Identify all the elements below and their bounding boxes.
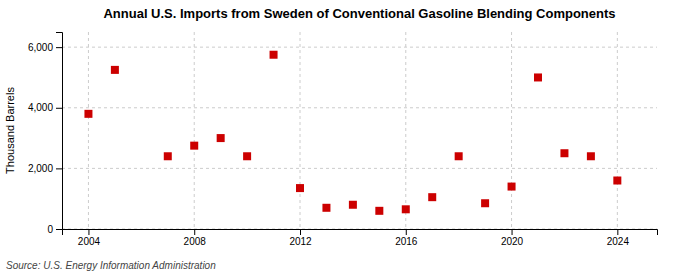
point — [190, 142, 198, 150]
tick: 2012 — [289, 229, 312, 247]
point — [164, 152, 172, 160]
point — [428, 193, 436, 201]
x-axis: 2004 2008 2012 2016 2020 2024 — [63, 229, 658, 247]
title: Annual U.S. Imports from Sweden of Conve… — [103, 6, 615, 21]
tick-mark — [406, 229, 407, 235]
axis-line — [63, 230, 658, 236]
tick: 0 — [47, 224, 62, 235]
tick-label: 2020 — [501, 236, 524, 247]
tick: 4,000 — [28, 102, 62, 113]
point — [349, 201, 357, 209]
grid-line — [405, 32, 406, 229]
tick-mark — [300, 229, 301, 235]
grid-line — [194, 32, 195, 229]
axis-line — [56, 33, 63, 230]
tick-label: 2,000 — [28, 163, 53, 174]
tick-label: 2012 — [289, 236, 312, 247]
tick-label: 4,000 — [28, 102, 53, 113]
grid-line — [617, 32, 618, 229]
tick-label: 2008 — [184, 236, 207, 247]
y-axis-title: Thousand Barrels — [4, 87, 16, 174]
point — [270, 51, 278, 59]
tick-mark — [512, 229, 513, 235]
tick-mark — [56, 47, 62, 48]
point — [560, 149, 568, 157]
tick-label: 6,000 — [28, 42, 53, 53]
grid-line — [511, 32, 512, 229]
tick: 2008 — [184, 229, 207, 247]
point — [243, 152, 251, 160]
point — [296, 184, 304, 192]
point — [481, 199, 489, 207]
tick: 2,000 — [28, 163, 62, 174]
tick-label: 0 — [47, 224, 53, 235]
point — [375, 207, 383, 215]
grid-line — [62, 47, 657, 48]
chart: 2004 2008 2012 2016 2020 2024 0 2,000 4,000 6,000… — [0, 0, 675, 275]
grid-line — [88, 32, 89, 229]
grid-line — [62, 107, 657, 108]
tick-mark — [56, 229, 62, 230]
tick-mark — [194, 229, 195, 235]
point — [84, 110, 92, 118]
point — [217, 134, 225, 142]
tick: 2020 — [501, 229, 524, 247]
tick-mark — [56, 168, 62, 169]
tick: 2004 — [78, 229, 101, 247]
point — [402, 205, 410, 213]
point — [534, 73, 542, 81]
tick: 2016 — [395, 229, 418, 247]
point — [508, 183, 516, 191]
grid-line — [300, 32, 301, 229]
tick-label: 2016 — [395, 236, 418, 247]
point — [455, 152, 463, 160]
grid-line — [62, 168, 657, 169]
tick: 6,000 — [28, 42, 62, 53]
plot-area: 2004 2008 2012 2016 2020 2024 0 2,000 4,000 6,000 — [28, 32, 658, 247]
point — [613, 177, 621, 185]
point — [111, 66, 119, 74]
source: Source: U.S. Energy Information Administ… — [6, 260, 216, 271]
tick-mark — [88, 229, 89, 235]
tick-label: 2024 — [607, 236, 630, 247]
tick-mark — [56, 108, 62, 109]
tick: 2024 — [607, 229, 630, 247]
grid — [62, 32, 657, 229]
point — [587, 152, 595, 160]
y-axis: 0 2,000 4,000 6,000 — [28, 33, 63, 235]
tick-mark — [617, 229, 618, 235]
tick-label: 2004 — [78, 236, 101, 247]
points — [84, 51, 621, 215]
point — [322, 204, 330, 212]
